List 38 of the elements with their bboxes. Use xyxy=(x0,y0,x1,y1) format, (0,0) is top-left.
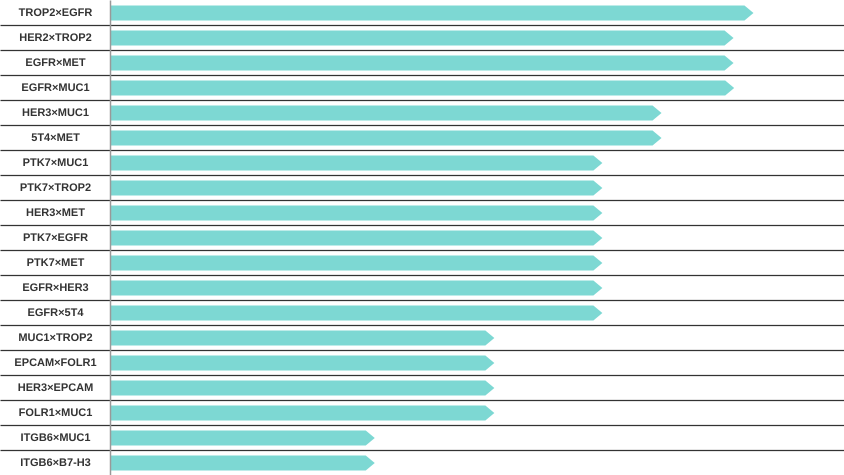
y-tick-label: TROP2×EGFR xyxy=(18,7,92,19)
bar xyxy=(110,330,494,346)
bar xyxy=(110,30,734,46)
bar xyxy=(110,180,602,196)
bar xyxy=(110,430,375,446)
y-tick-label: FOLR1×MUC1 xyxy=(18,407,92,419)
y-tick-label: ITGB6×B7-H3 xyxy=(20,457,91,469)
bar xyxy=(110,230,602,246)
bar xyxy=(110,130,662,146)
bar xyxy=(110,280,602,296)
y-tick-label: HER3×MUC1 xyxy=(22,107,89,119)
bar xyxy=(110,256,602,270)
y-tick-label: EPCAM×FOLR1 xyxy=(14,357,97,369)
bar xyxy=(110,206,602,220)
bar xyxy=(110,380,494,396)
y-tick-label: EGFR×MUC1 xyxy=(21,82,90,94)
y-tick-label: EGFR×MET xyxy=(25,57,86,69)
y-tick-label: EGFR×HER3 xyxy=(22,282,89,294)
bar xyxy=(110,406,494,420)
y-tick-label: PTK7×MET xyxy=(26,257,85,269)
y-tick-label: HER3×EPCAM xyxy=(18,382,94,394)
bar xyxy=(110,356,494,370)
y-tick-label: PTK7×TROP2 xyxy=(20,182,92,194)
y-tick-label: PTK7×EGFR xyxy=(22,232,88,244)
y-tick-label: MUC1×TROP2 xyxy=(18,332,93,344)
y-tick-label: EGFR×5T4 xyxy=(28,307,84,319)
bar xyxy=(110,456,375,470)
bar xyxy=(110,56,734,70)
y-tick-label: HER3×MET xyxy=(26,207,86,219)
bar xyxy=(110,6,754,20)
y-tick-label: ITGB6×MUC1 xyxy=(20,432,91,444)
bar xyxy=(110,306,602,320)
bar xyxy=(110,156,602,170)
y-tick-label: HER2×TROP2 xyxy=(19,32,92,44)
y-tick-label: 5T4×MET xyxy=(31,132,80,144)
bar xyxy=(110,80,734,96)
bar xyxy=(110,106,662,120)
y-tick-label: PTK7×MUC1 xyxy=(22,157,88,169)
